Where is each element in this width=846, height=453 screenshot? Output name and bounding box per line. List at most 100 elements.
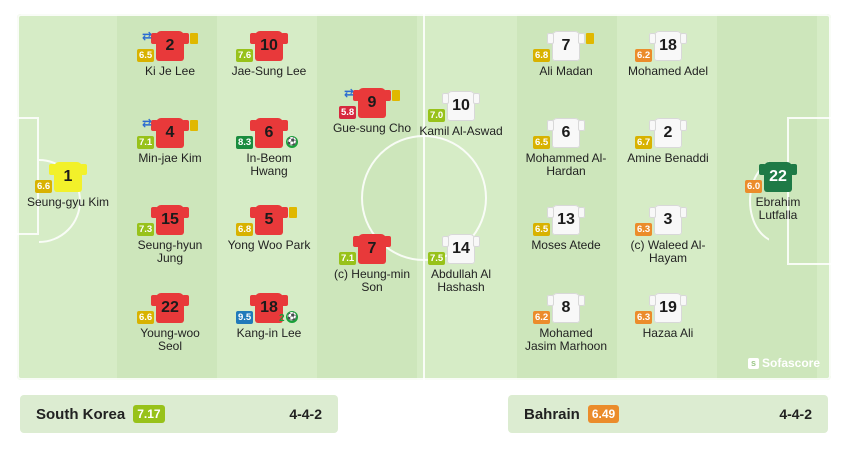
jersey-icon: 4 — [151, 118, 189, 148]
player-rating: 7.0 — [428, 109, 446, 122]
player-name: (c) Waleed Al-Hayam — [630, 238, 706, 265]
home-team-rating: 7.17 — [133, 405, 165, 423]
substitution-icon: ⇄ — [142, 116, 153, 130]
player-rating: 7.5 — [428, 252, 446, 265]
home-team-bar: South Korea 7.17 4-4-2 — [20, 395, 338, 433]
sofascore-icon: s — [748, 357, 759, 369]
player-rating: 9.5 — [236, 311, 254, 324]
player-rating: 6.5 — [533, 136, 551, 149]
player-home[interactable]: 6 8.3 ⚽ In-Beom Hwang — [224, 118, 314, 177]
player-jersey-area: 2 6.7 — [623, 118, 713, 150]
player-away[interactable]: 7 6.8 Ali Madan — [521, 31, 611, 78]
player-home[interactable]: 10 7.6 Jae-Sung Lee — [224, 31, 314, 78]
player-away[interactable]: 18 6.2 Mohamed Adel — [623, 31, 713, 78]
sofascore-logo: s Sofascore — [748, 356, 820, 370]
jersey-icon: 10 — [250, 31, 288, 61]
player-jersey-area: 22 6.6 — [125, 293, 215, 325]
jersey-icon: 18 — [649, 31, 687, 61]
player-rating: 6.5 — [533, 223, 551, 236]
player-jersey-area: 18 6.2 — [623, 31, 713, 63]
brand-name: Sofascore — [762, 356, 821, 370]
player-jersey-area: 13 6.5 — [521, 205, 611, 237]
player-jersey-area: 1 6.6 — [23, 162, 113, 194]
jersey-icon: 10 — [442, 91, 480, 121]
player-rating: 6.2 — [635, 49, 653, 62]
player-home[interactable]: 22 6.6 Young-woo Seol — [125, 293, 215, 352]
center-circle — [361, 135, 487, 261]
jersey-icon: 22 — [759, 162, 797, 192]
yellow-card-icon — [289, 207, 297, 218]
player-rating: 6.6 — [35, 180, 53, 193]
substitution-icon: ⇄ — [142, 29, 153, 43]
player-name: Min-jae Kim — [138, 151, 202, 165]
player-name: Seung-gyu Kim — [26, 195, 110, 209]
player-home[interactable]: 18 9.5 2 ⚽ Kang-in Lee — [224, 293, 314, 340]
player-name: Gue-sung Cho — [332, 121, 412, 135]
player-home[interactable]: 7 7.1 (c) Heung-min Son — [327, 234, 417, 293]
away-team-name: Bahrain — [524, 405, 580, 423]
jersey-icon: 18 — [250, 293, 288, 323]
player-home[interactable]: 9 5.8 ⇄ Gue-sung Cho — [327, 86, 417, 135]
player-name: Kamil Al-Aswad — [419, 124, 503, 138]
player-name: Ali Madan — [539, 64, 593, 78]
jersey-icon: 2 — [151, 31, 189, 61]
player-home[interactable]: 5 6.8 Yong Woo Park — [224, 205, 314, 252]
player-rating: 6.3 — [635, 223, 653, 236]
player-home[interactable]: 2 6.5 ⇄ Ki Je Lee — [125, 29, 215, 78]
player-jersey-area: 18 9.5 2 ⚽ — [224, 293, 314, 325]
player-away[interactable]: 14 7.5 Abdullah Al Hashash — [416, 234, 506, 293]
home-formation: 4-4-2 — [289, 406, 322, 422]
player-jersey-area: 6 8.3 ⚽ — [224, 118, 314, 150]
jersey-icon: 8 — [547, 293, 585, 323]
jersey-icon: 7 — [547, 31, 585, 61]
player-name: Young-woo Seol — [140, 326, 200, 353]
player-away[interactable]: 10 7.0 Kamil Al-Aswad — [416, 91, 506, 138]
yellow-card-icon — [190, 120, 198, 131]
player-rating: 5.8 — [339, 106, 357, 119]
left-penalty-box — [17, 117, 39, 235]
player-away[interactable]: 6 6.5 Mohammed Al-Hardan — [521, 118, 611, 177]
jersey-icon: 9 — [353, 88, 391, 118]
jersey-icon: 7 — [353, 234, 391, 264]
player-rating: 6.6 — [137, 311, 155, 324]
player-name: Mohammed Al-Hardan — [525, 151, 607, 178]
player-name: Yong Woo Park — [227, 238, 311, 252]
jersey-icon: 6 — [547, 118, 585, 148]
player-name: Abdullah Al Hashash — [430, 267, 492, 294]
jersey-icon: 22 — [151, 293, 189, 323]
player-away[interactable]: 22 6.0 Ebrahim Lutfalla — [733, 162, 823, 221]
jersey-icon: 19 — [649, 293, 687, 323]
yellow-card-icon — [586, 33, 594, 44]
player-jersey-area: 3 6.3 — [623, 205, 713, 237]
player-jersey-area: 9 5.8 ⇄ — [327, 86, 417, 120]
player-rating: 6.7 — [635, 136, 653, 149]
goal-icon: ⚽ — [286, 136, 298, 148]
player-away[interactable]: 19 6.3 Hazaa Ali — [623, 293, 713, 340]
away-team-rating: 6.49 — [587, 405, 620, 423]
player-home[interactable]: 1 6.6 Seung-gyu Kim — [23, 162, 113, 209]
jersey-icon: 15 — [151, 205, 189, 235]
player-rating: 7.1 — [339, 252, 357, 265]
player-away[interactable]: 8 6.2 Mohamed Jasim Marhoon — [521, 293, 611, 352]
goal-count: 2 — [279, 313, 285, 324]
substitution-icon: ⇄ — [344, 86, 355, 100]
jersey-icon: 6 — [250, 118, 288, 148]
player-jersey-area: 22 6.0 — [733, 162, 823, 194]
player-jersey-area: 8 6.2 — [521, 293, 611, 325]
player-name: Amine Benaddi — [627, 151, 709, 165]
player-jersey-area: 10 7.6 — [224, 31, 314, 63]
player-name: Seung-hyun Jung — [137, 238, 203, 265]
player-rating: 6.8 — [533, 49, 551, 62]
jersey-icon: 2 — [649, 118, 687, 148]
player-name: Hazaa Ali — [642, 326, 694, 340]
player-away[interactable]: 2 6.7 Amine Benaddi — [623, 118, 713, 165]
player-rating: 7.1 — [137, 136, 155, 149]
player-away[interactable]: 13 6.5 Moses Atede — [521, 205, 611, 252]
player-jersey-area: 7 7.1 — [327, 234, 417, 266]
player-home[interactable]: 15 7.3 Seung-hyun Jung — [125, 205, 215, 264]
player-away[interactable]: 3 6.3 (c) Waleed Al-Hayam — [623, 205, 713, 264]
player-name: Mohamed Jasim Marhoon — [524, 326, 608, 353]
player-home[interactable]: 4 7.1 ⇄ Min-jae Kim — [125, 116, 215, 165]
player-jersey-area: 4 7.1 ⇄ — [125, 116, 215, 150]
player-jersey-area: 15 7.3 — [125, 205, 215, 237]
